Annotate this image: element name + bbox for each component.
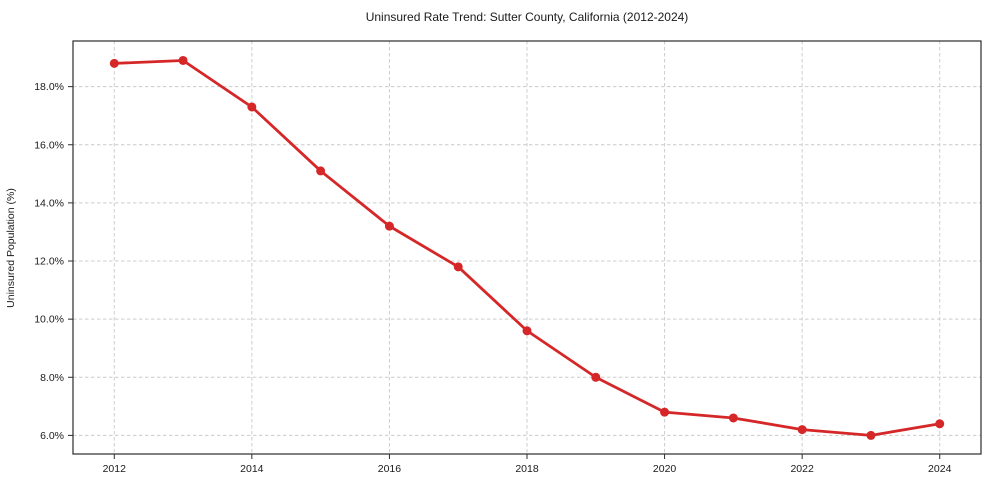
data-point-2023 <box>866 430 876 440</box>
series-layer <box>109 55 945 440</box>
x-tick-label: 2024 <box>928 463 952 475</box>
data-point-2019 <box>591 372 601 382</box>
data-point-2017 <box>453 262 463 272</box>
x-tick-label: 2016 <box>378 463 402 475</box>
y-tick-label: 10.0% <box>34 314 64 326</box>
x-tick-label: 2022 <box>790 463 814 475</box>
y-tick-label: 16.0% <box>34 139 64 151</box>
data-point-2014 <box>247 102 257 112</box>
y-tick-label: 14.0% <box>34 197 64 209</box>
data-point-2016 <box>384 221 394 231</box>
data-point-2024 <box>935 419 945 429</box>
data-point-2021 <box>728 413 738 423</box>
x-tick-label: 2018 <box>515 463 539 475</box>
x-tick-label: 2014 <box>240 463 264 475</box>
y-tick-label: 6.0% <box>40 430 64 442</box>
axes-layer: 6.0% 8.0% 10.0% 12.0% 14.0% 16.0% 18.0% 2012 201… <box>34 40 982 475</box>
y-tick-label: 8.0% <box>40 372 64 384</box>
y-tick-label: 12.0% <box>34 256 64 268</box>
y-tick-label: 18.0% <box>34 81 64 93</box>
grid-layer <box>73 41 981 454</box>
y-axis-label: Uninsured Population (%) <box>5 188 17 308</box>
chart-title: Uninsured Rate Trend: Sutter County, Cal… <box>366 10 689 24</box>
data-point-2018 <box>522 326 532 336</box>
data-point-2013 <box>178 55 188 65</box>
x-tick-label: 2012 <box>103 463 127 475</box>
data-point-2020 <box>660 407 670 417</box>
x-tick-label: 2020 <box>653 463 677 475</box>
data-point-2015 <box>316 166 326 176</box>
data-point-2012 <box>109 58 119 68</box>
data-point-2022 <box>797 425 807 435</box>
